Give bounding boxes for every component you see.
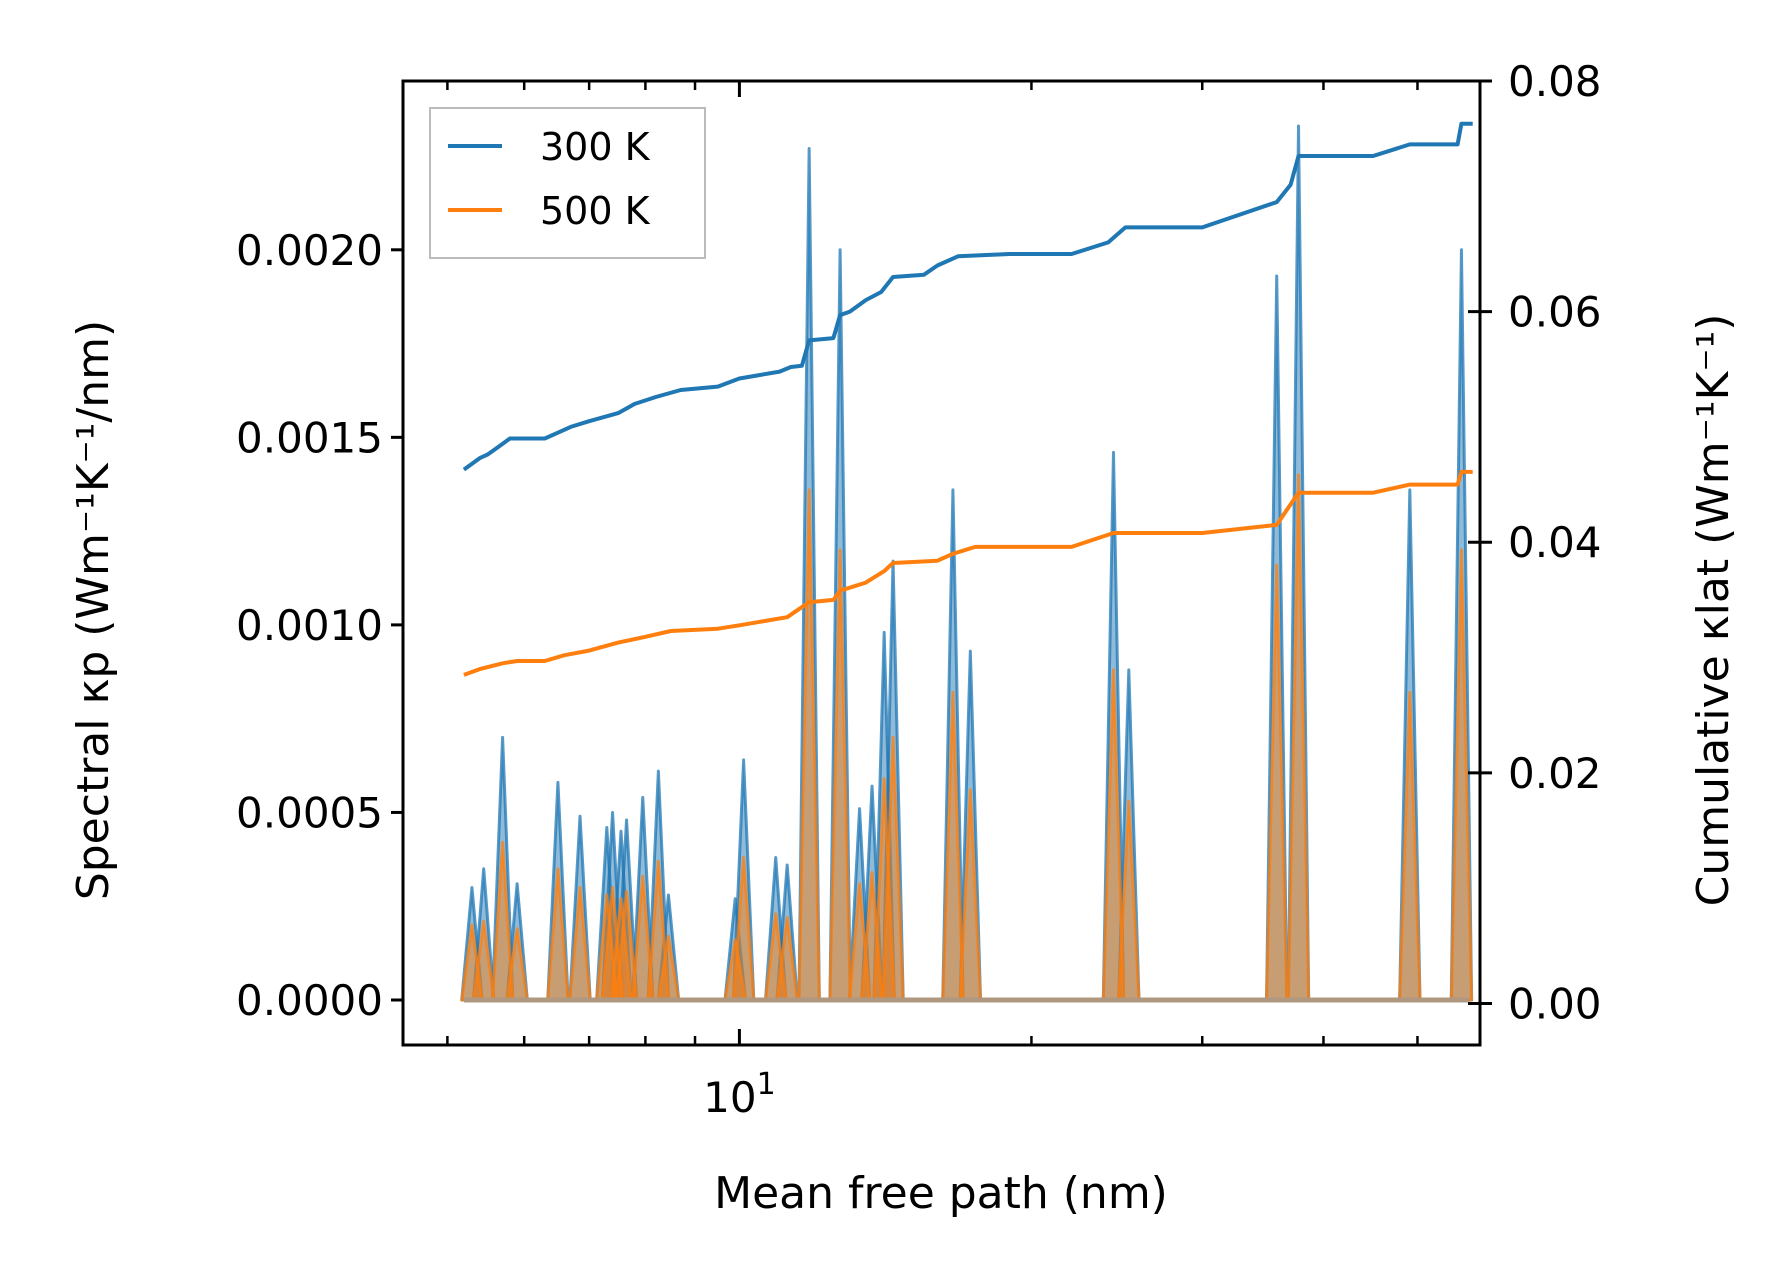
- right-y-tick-label-0: 0.00: [1508, 979, 1602, 1028]
- left-y-tick-label-1: 0.0005: [236, 788, 383, 837]
- left-y-tick-label-2: 0.0010: [236, 601, 383, 650]
- y-axis-label-right: Cumulative κlat (Wm⁻¹K⁻¹): [1688, 314, 1739, 907]
- left-y-tick-label-0: 0.0000: [236, 976, 383, 1025]
- right-y-tick-label-2: 0.04: [1508, 518, 1602, 567]
- spectral-fills: [460, 124, 1474, 1003]
- left-y-tick-label-4: 0.0020: [236, 226, 383, 275]
- axis-ticks: 0.0000 0.0005 0.0010 0.0015 0.0020 0.00 0.02 0.…: [236, 57, 1601, 1122]
- cumulative-500k-line: [463, 469, 1473, 677]
- cumulative-300k-line: [462, 121, 1473, 472]
- right-y-tick-label-3: 0.06: [1508, 288, 1602, 337]
- x-axis-label: Mean free path (nm): [714, 1168, 1168, 1219]
- plot-frame: [401, 79, 1482, 1047]
- y-axis-label-left: Spectral κp (Wm⁻¹K⁻¹/nm): [68, 320, 119, 900]
- legend-box: [429, 107, 706, 259]
- x-tick-label: 101: [703, 1067, 776, 1122]
- left-y-tick-label-3: 0.0015: [236, 413, 383, 462]
- legend: 300 K 500 K: [429, 107, 706, 259]
- right-y-tick-label-4: 0.08: [1508, 57, 1602, 106]
- legend-label-500k: 500 K: [540, 189, 651, 233]
- legend-label-300k: 300 K: [540, 125, 651, 169]
- cumulative-lines: [462, 121, 1473, 677]
- right-y-tick-label-1: 0.02: [1508, 749, 1602, 798]
